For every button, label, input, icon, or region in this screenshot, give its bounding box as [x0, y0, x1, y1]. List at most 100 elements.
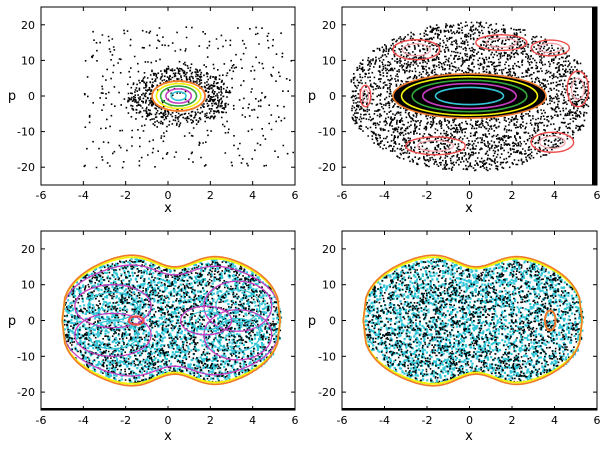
x-tick-label: 0	[165, 189, 172, 202]
y-tick-label: -10	[17, 350, 35, 363]
y-tick-label: 20	[322, 19, 336, 32]
resonance-island	[539, 135, 566, 149]
chaotic-points	[62, 259, 282, 384]
x-tick-label: -6	[36, 189, 47, 202]
resonance-island	[475, 34, 528, 52]
x-tick-label: -2	[120, 189, 131, 202]
x-tick-label: -2	[120, 414, 131, 427]
island-ring	[400, 75, 539, 117]
y-tick-label: 10	[21, 279, 35, 292]
resonance-island	[417, 139, 454, 152]
x-axis-label: x	[465, 429, 473, 444]
x-tick-label: 0	[466, 189, 473, 202]
y-tick-label: 0	[28, 315, 35, 328]
x-tick-label: -2	[422, 189, 433, 202]
x-tick-label: 4	[551, 189, 558, 202]
resonance-loop	[87, 291, 139, 321]
resonance-loop	[215, 317, 261, 352]
center-island	[127, 315, 145, 326]
small-island	[543, 309, 557, 332]
resonance-island	[570, 77, 585, 101]
island-ring	[170, 90, 187, 102]
y-tick-label: -10	[318, 126, 336, 139]
resonance-island	[530, 39, 571, 57]
resonance-island	[401, 43, 432, 57]
x-tick-label: 0	[165, 414, 172, 427]
x-tick-label: -4	[78, 189, 89, 202]
y-tick-label: 0	[329, 315, 336, 328]
y-tick-label: -10	[17, 126, 35, 139]
x-tick-label: 2	[509, 414, 516, 427]
island-ring	[392, 73, 547, 119]
y-tick-label: 10	[322, 279, 336, 292]
boundary-outer	[362, 254, 583, 387]
island-ring	[165, 88, 193, 104]
resonance-island	[405, 136, 466, 156]
x-axis-label: x	[465, 201, 473, 216]
x-tick-label: -6	[36, 414, 47, 427]
x-tick-label: 6	[594, 414, 601, 427]
x-tick-label: -4	[78, 414, 89, 427]
island-ring	[411, 79, 528, 113]
y-tick-label: -10	[318, 350, 336, 363]
x-tick-label: 4	[249, 414, 256, 427]
island-ring	[159, 85, 198, 107]
y-tick-label: 20	[322, 243, 336, 256]
y-tick-label: 10	[21, 54, 35, 67]
resonance-island	[392, 39, 441, 61]
y-axis-label: p	[308, 89, 316, 104]
x-tick-label: 2	[509, 189, 516, 202]
island-ring	[151, 80, 206, 112]
y-tick-label: 20	[21, 19, 35, 32]
x-tick-label: -4	[379, 189, 390, 202]
resonance-loop	[215, 289, 261, 324]
resonance-loop	[74, 284, 152, 329]
chaotic-points	[363, 259, 584, 384]
boundary-outer	[61, 254, 282, 387]
island-ring	[421, 82, 518, 110]
center-island-core	[133, 318, 139, 323]
x-tick-label: -6	[337, 189, 348, 202]
chaotic-points	[83, 26, 295, 169]
y-axis-label: p	[8, 89, 16, 104]
x-tick-label: 2	[207, 414, 214, 427]
resonance-loop	[188, 310, 224, 331]
plot-area-top-right	[350, 7, 597, 185]
x-tick-label: 0	[466, 414, 473, 427]
resonance-island	[361, 88, 370, 104]
resonance-loop	[180, 305, 233, 336]
regular-tori-points	[62, 257, 283, 386]
x-tick-label: 4	[249, 189, 256, 202]
y-tick-label: -20	[17, 161, 35, 174]
island-ring	[155, 82, 202, 110]
resonance-island	[566, 70, 590, 108]
y-tick-label: -20	[318, 161, 336, 174]
resonance-island	[538, 42, 563, 54]
y-tick-label: 0	[329, 90, 336, 103]
resonance-island	[359, 84, 372, 108]
x-tick-label: 6	[292, 189, 299, 202]
x-axis-label: x	[164, 429, 172, 444]
resonance-island	[530, 131, 575, 153]
y-axis-label: p	[8, 314, 16, 329]
resonance-loop	[87, 320, 139, 350]
x-tick-label: 6	[594, 189, 601, 202]
y-tick-label: 20	[21, 243, 35, 256]
y-tick-label: 10	[322, 54, 336, 67]
x-tick-label: -6	[337, 414, 348, 427]
island-halo	[127, 67, 230, 126]
y-axis-label: p	[308, 314, 316, 329]
x-axis-label: x	[164, 201, 172, 216]
y-tick-label: -20	[17, 386, 35, 399]
island-ring	[434, 86, 505, 106]
x-tick-label: -2	[422, 414, 433, 427]
